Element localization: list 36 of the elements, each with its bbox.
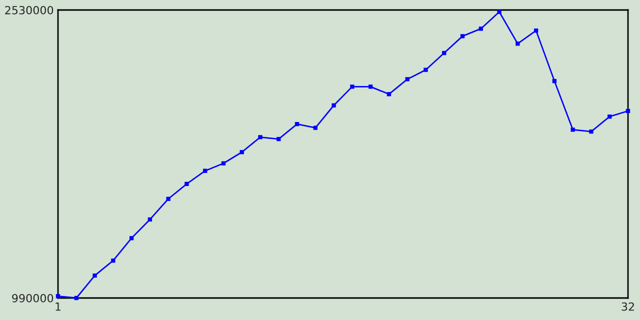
point xyxy=(56,294,60,298)
point xyxy=(332,103,336,108)
point xyxy=(129,236,134,240)
point xyxy=(111,258,116,263)
point xyxy=(350,84,354,89)
point xyxy=(276,136,281,142)
point xyxy=(497,10,502,14)
point xyxy=(148,217,152,222)
point xyxy=(294,122,300,126)
point xyxy=(313,126,318,130)
y-tick-label: 990000 xyxy=(12,294,54,302)
point xyxy=(166,196,170,201)
point xyxy=(424,68,428,72)
point xyxy=(92,273,97,278)
point xyxy=(534,28,538,33)
point xyxy=(368,84,373,89)
x-tick-label: 1 xyxy=(56,302,61,311)
point xyxy=(608,114,612,119)
point xyxy=(460,34,465,38)
point xyxy=(405,77,410,82)
point xyxy=(184,182,189,186)
point xyxy=(626,108,630,114)
point xyxy=(478,26,483,31)
y-tick-label: 2530000 xyxy=(5,6,54,14)
x-tick-label: 32 xyxy=(622,302,634,311)
point xyxy=(258,135,262,140)
point xyxy=(221,161,226,166)
point xyxy=(516,42,520,46)
point xyxy=(589,129,594,134)
point xyxy=(552,78,557,84)
point xyxy=(386,92,392,96)
point xyxy=(442,50,446,56)
point xyxy=(570,128,575,132)
point xyxy=(203,168,208,173)
point xyxy=(240,150,244,154)
point xyxy=(74,296,78,300)
